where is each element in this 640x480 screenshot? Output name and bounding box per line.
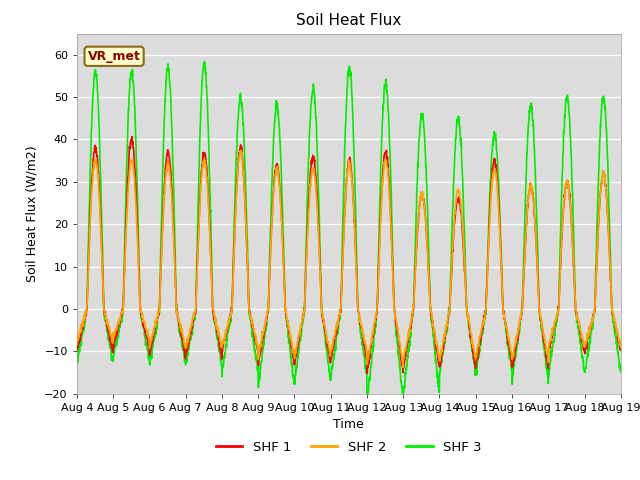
SHF 3 [73, 361, 81, 367]
SHF 3 [617, 369, 625, 374]
SHF 1 [225, 317, 232, 323]
SHF 2 [508, 349, 515, 355]
SHF 1 [617, 348, 625, 353]
SHF 2 [73, 342, 81, 348]
SHF 3 [376, 180, 384, 185]
SHF 2 [584, 330, 592, 336]
SHF 1 [129, 134, 136, 140]
SHF 1 [364, 371, 371, 376]
SHF 3 [508, 364, 515, 370]
SHF 1 [570, 252, 577, 258]
SHF 1 [365, 359, 372, 365]
SHF 3 [225, 323, 232, 329]
Line: SHF 1: SHF 1 [77, 137, 621, 373]
SHF 3 [399, 406, 407, 411]
SHF 3 [570, 218, 577, 224]
Line: SHF 2: SHF 2 [77, 150, 621, 367]
SHF 1 [508, 358, 515, 364]
SHF 2 [399, 364, 406, 370]
SHF 2 [225, 318, 232, 324]
SHF 3 [584, 340, 592, 346]
SHF 2 [570, 253, 577, 259]
SHF 1 [584, 332, 592, 338]
SHF 2 [617, 345, 625, 350]
Title: Soil Heat Flux: Soil Heat Flux [296, 13, 401, 28]
Line: SHF 3: SHF 3 [77, 62, 621, 408]
SHF 1 [73, 348, 81, 353]
SHF 2 [376, 218, 384, 224]
SHF 1 [377, 212, 385, 218]
SHF 2 [237, 147, 245, 153]
Y-axis label: Soil Heat Flux (W/m2): Soil Heat Flux (W/m2) [26, 145, 38, 282]
SHF 2 [365, 351, 372, 357]
SHF 3 [201, 59, 209, 65]
Legend: SHF 1, SHF 2, SHF 3: SHF 1, SHF 2, SHF 3 [211, 435, 487, 459]
Text: VR_met: VR_met [88, 50, 141, 63]
SHF 3 [365, 386, 372, 392]
X-axis label: Time: Time [333, 418, 364, 431]
